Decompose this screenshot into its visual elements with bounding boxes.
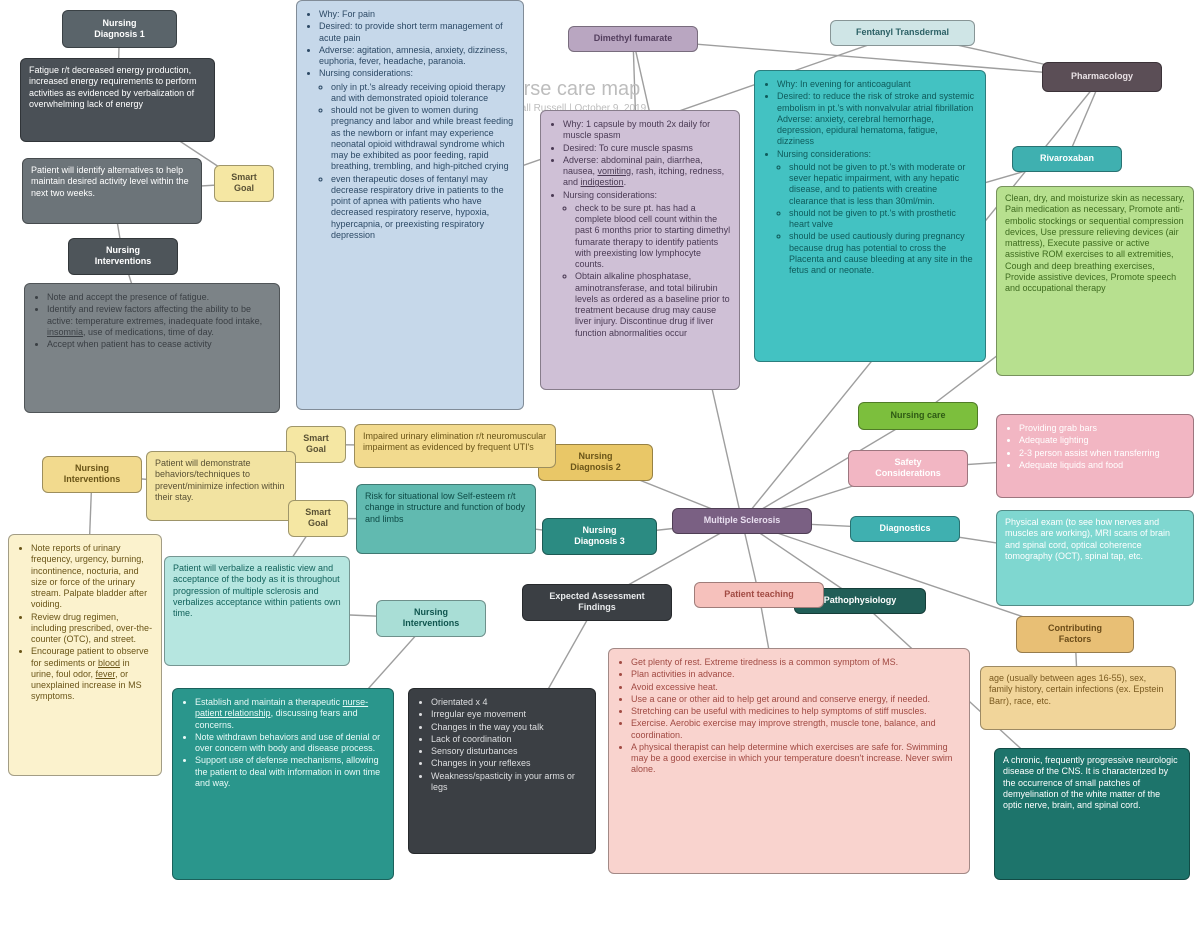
title-block: Nurse care map Kyndall Russell | October…	[498, 78, 718, 114]
node-pt: Patient teaching	[694, 582, 824, 608]
node-riva_desc: Why: In evening for anticoagulantDesired…	[754, 70, 986, 362]
node-ni2: NursingInterventions	[42, 456, 142, 493]
node-pt_list: Get plenty of rest. Extreme tiredness is…	[608, 648, 970, 874]
node-nd1: NursingDiagnosis 1	[62, 10, 177, 48]
node-dmf_desc: Why: 1 capsule by mouth 2x daily for mus…	[540, 110, 740, 390]
node-sg1_desc: Patient will identify alternatives to he…	[22, 158, 202, 224]
node-ni1: NursingInterventions	[68, 238, 178, 275]
node-ms: Multiple Sclerosis	[672, 508, 812, 534]
node-nd1_desc: Fatigue r/t decreased energy production,…	[20, 58, 215, 142]
page-title: Nurse care map	[498, 78, 718, 101]
node-ni2_list: Note reports of urinary frequency, urgen…	[8, 534, 162, 776]
node-sg3_det: Patient will verbalize a realistic view …	[164, 556, 350, 666]
node-safety: SafetyConsiderations	[848, 450, 968, 487]
node-ni1_list: Note and accept the presence of fatigue.…	[24, 283, 280, 413]
node-diag_desc: Physical exam (to see how nerves and mus…	[996, 510, 1194, 606]
node-nd3: NursingDiagnosis 3	[542, 518, 657, 555]
node-fen_desc: Why: For painDesired: to provide short t…	[296, 0, 524, 410]
node-nursing_care: Nursing care	[858, 402, 978, 430]
node-eaf_list: Orientated x 4Irregular eye movementChan…	[408, 688, 596, 854]
node-safety_list: Providing grab barsAdequate lighting2-3 …	[996, 414, 1194, 498]
node-cf_desc: age (usually between ages 16-55), sex, f…	[980, 666, 1176, 730]
node-eaf: Expected AssessmentFindings	[522, 584, 672, 621]
node-ni3_list: Establish and maintain a therapeutic nur…	[172, 688, 394, 880]
node-diag: Diagnostics	[850, 516, 960, 542]
node-cf: ContributingFactors	[1016, 616, 1134, 653]
node-nd3_desc: Risk for situational low Self-esteem r/t…	[356, 484, 536, 554]
node-pharm: Pharmacology	[1042, 62, 1162, 92]
node-sg3: SmartGoal	[288, 500, 348, 537]
node-dmf: Dimethyl fumarate	[568, 26, 698, 52]
node-ni3: NursingInterventions	[376, 600, 486, 637]
node-riva: Rivaroxaban	[1012, 146, 1122, 172]
node-nd2_desc: Impaired urinary elimination r/t neuromu…	[354, 424, 556, 468]
node-nc_desc: Clean, dry, and moisturize skin as neces…	[996, 186, 1194, 376]
node-fen: Fentanyl Transdermal	[830, 20, 975, 46]
node-patho_desc: A chronic, frequently progressive neurol…	[994, 748, 1190, 880]
node-sg1: SmartGoal	[214, 165, 274, 202]
node-sg2_desc: Patient will demonstrate behaviors/techn…	[146, 451, 296, 521]
